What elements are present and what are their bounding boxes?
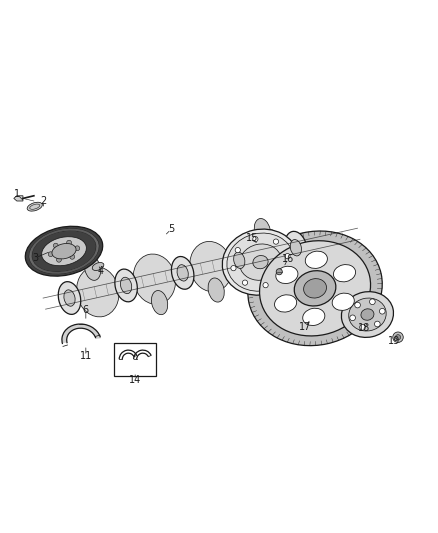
Circle shape — [328, 281, 335, 288]
Ellipse shape — [233, 252, 245, 269]
Circle shape — [235, 247, 240, 253]
Ellipse shape — [305, 251, 327, 269]
Circle shape — [379, 309, 385, 314]
Text: 3: 3 — [32, 253, 39, 263]
Ellipse shape — [190, 241, 232, 292]
Ellipse shape — [304, 279, 326, 298]
Ellipse shape — [246, 229, 289, 279]
Text: 2: 2 — [40, 196, 46, 206]
Circle shape — [276, 269, 283, 275]
Text: 14: 14 — [129, 375, 141, 385]
Circle shape — [370, 299, 375, 304]
Polygon shape — [14, 196, 23, 201]
Ellipse shape — [25, 227, 103, 276]
Ellipse shape — [254, 219, 270, 243]
Circle shape — [48, 252, 53, 256]
Ellipse shape — [228, 244, 251, 277]
Circle shape — [374, 321, 380, 327]
Ellipse shape — [177, 265, 188, 281]
Circle shape — [53, 243, 58, 248]
Ellipse shape — [361, 309, 374, 320]
Circle shape — [360, 325, 365, 330]
Bar — [114, 343, 155, 376]
Text: 11: 11 — [80, 351, 92, 361]
Ellipse shape — [341, 292, 393, 337]
Ellipse shape — [29, 229, 99, 273]
Text: 18: 18 — [358, 324, 370, 334]
Circle shape — [393, 332, 403, 343]
Circle shape — [67, 240, 71, 245]
Ellipse shape — [92, 263, 104, 270]
Circle shape — [285, 254, 290, 259]
Circle shape — [303, 297, 309, 304]
Ellipse shape — [223, 229, 299, 295]
Ellipse shape — [64, 290, 75, 306]
Ellipse shape — [253, 255, 268, 269]
Ellipse shape — [77, 266, 119, 317]
Ellipse shape — [32, 230, 96, 272]
Ellipse shape — [115, 269, 138, 302]
Ellipse shape — [133, 254, 176, 304]
Text: 5: 5 — [168, 224, 174, 235]
Ellipse shape — [42, 237, 86, 266]
Polygon shape — [62, 324, 101, 343]
Ellipse shape — [227, 233, 294, 291]
Ellipse shape — [294, 271, 336, 306]
Text: 19: 19 — [389, 336, 401, 346]
Circle shape — [231, 265, 236, 271]
Ellipse shape — [349, 298, 386, 331]
Text: 16: 16 — [282, 254, 294, 264]
Circle shape — [253, 237, 258, 242]
Circle shape — [326, 293, 332, 298]
Circle shape — [350, 315, 356, 321]
Circle shape — [309, 271, 315, 278]
Circle shape — [355, 302, 360, 308]
Ellipse shape — [171, 256, 194, 289]
Ellipse shape — [27, 202, 42, 211]
Ellipse shape — [120, 277, 132, 294]
Circle shape — [75, 246, 80, 251]
Ellipse shape — [332, 293, 354, 310]
Ellipse shape — [85, 256, 101, 280]
Circle shape — [281, 271, 286, 277]
Text: 6: 6 — [83, 305, 89, 315]
Ellipse shape — [303, 308, 325, 326]
Text: 17: 17 — [299, 322, 311, 332]
Circle shape — [396, 335, 401, 340]
Ellipse shape — [58, 281, 81, 314]
Ellipse shape — [276, 266, 298, 284]
Ellipse shape — [152, 290, 168, 314]
Ellipse shape — [260, 241, 371, 336]
Ellipse shape — [208, 278, 224, 302]
Text: 4: 4 — [98, 266, 104, 276]
Text: 15: 15 — [246, 233, 258, 243]
Ellipse shape — [333, 264, 356, 282]
Circle shape — [242, 280, 247, 285]
Circle shape — [298, 278, 304, 284]
Circle shape — [296, 289, 302, 295]
Circle shape — [57, 257, 61, 262]
Text: 1: 1 — [14, 189, 20, 199]
Circle shape — [70, 254, 74, 259]
Circle shape — [263, 282, 268, 288]
Ellipse shape — [285, 231, 307, 264]
Circle shape — [321, 273, 328, 279]
Circle shape — [273, 239, 279, 244]
Ellipse shape — [275, 295, 297, 312]
Circle shape — [315, 299, 321, 305]
Ellipse shape — [52, 244, 76, 259]
Ellipse shape — [290, 239, 301, 256]
Ellipse shape — [240, 244, 282, 280]
Ellipse shape — [248, 231, 382, 345]
